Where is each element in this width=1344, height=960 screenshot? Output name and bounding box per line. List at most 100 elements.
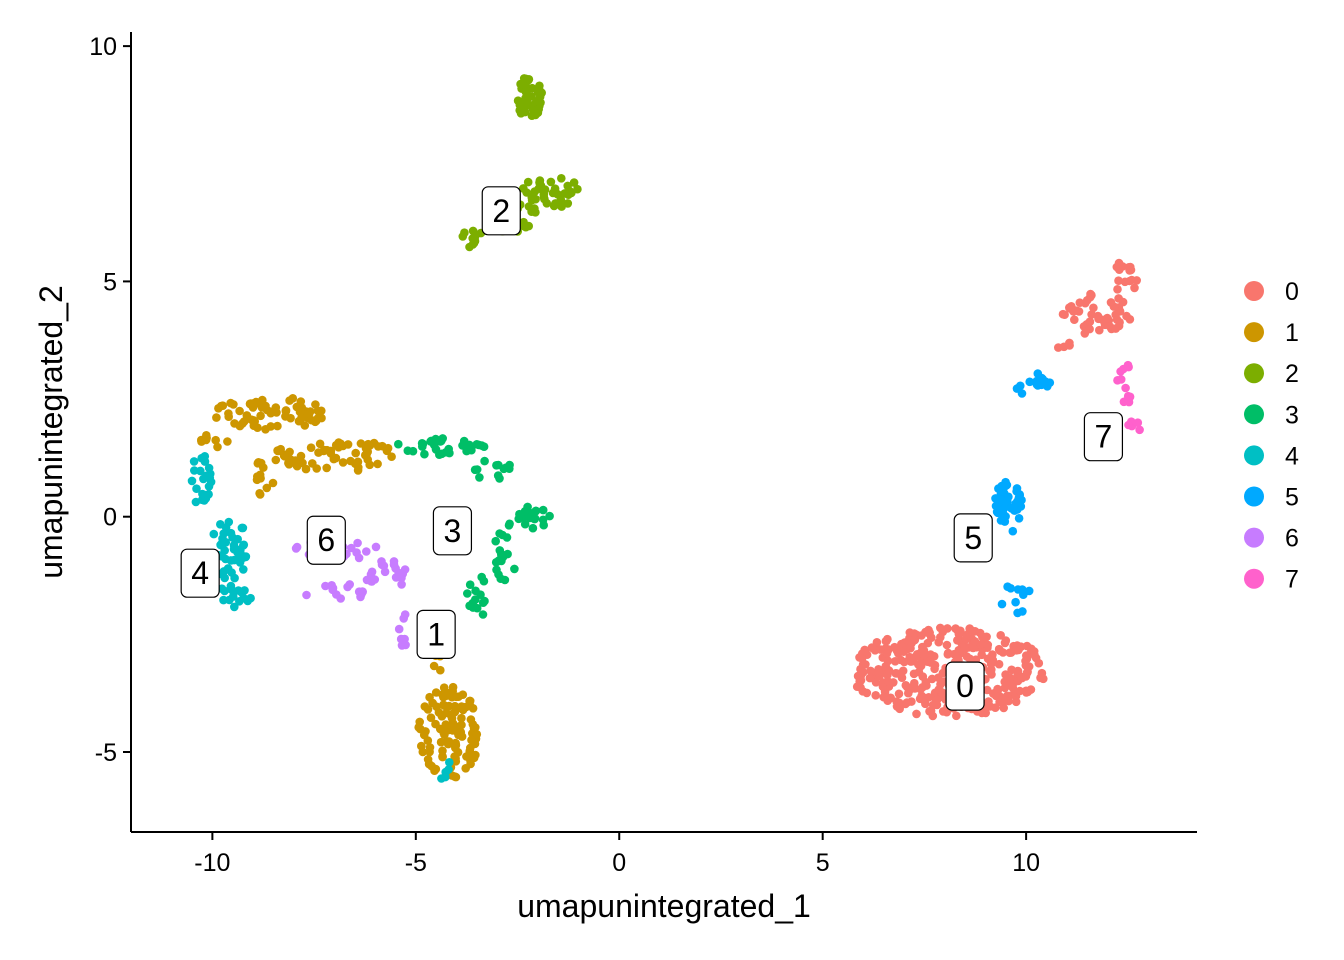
data-point-cluster-1 xyxy=(429,661,439,671)
data-point-cluster-4 xyxy=(445,758,454,767)
data-point-cluster-0 xyxy=(956,626,965,636)
cluster-label-5: 5 xyxy=(953,513,993,563)
data-point-cluster-1 xyxy=(456,727,466,737)
data-point-cluster-6 xyxy=(347,543,356,553)
data-point-cluster-1 xyxy=(296,451,306,461)
data-point-cluster-1 xyxy=(273,446,282,455)
data-point-cluster-1 xyxy=(239,417,249,426)
data-point-cluster-3 xyxy=(492,461,501,470)
data-point-cluster-1 xyxy=(338,458,348,467)
data-point-cluster-5 xyxy=(1011,499,1020,509)
legend-item-7: 7 xyxy=(1244,566,1299,594)
data-point-cluster-1 xyxy=(346,456,355,466)
data-point-cluster-0 xyxy=(1087,310,1096,319)
data-point-cluster-3 xyxy=(468,603,478,612)
data-point-cluster-1 xyxy=(214,404,223,413)
data-point-cluster-7 xyxy=(1116,367,1125,376)
data-point-cluster-0 xyxy=(994,659,1004,669)
data-point-cluster-4 xyxy=(191,497,201,507)
data-point-cluster-1 xyxy=(312,416,321,426)
data-point-cluster-3 xyxy=(494,570,503,579)
data-point-cluster-1 xyxy=(435,724,445,734)
data-point-cluster-5 xyxy=(994,484,1003,493)
data-point-cluster-4 xyxy=(227,585,237,595)
data-point-cluster-7 xyxy=(1124,420,1133,430)
data-point-cluster-4 xyxy=(196,466,205,476)
data-point-cluster-0 xyxy=(1021,656,1030,666)
x-axis-ticks: -10 -5 0 5 10 xyxy=(194,832,1040,877)
data-point-cluster-2 xyxy=(573,184,582,194)
data-point-cluster-0 xyxy=(865,673,875,683)
legend-item-5: 5 xyxy=(1244,484,1299,512)
y-tick-label: -5 xyxy=(95,739,117,767)
data-point-cluster-0 xyxy=(907,697,916,706)
data-point-cluster-0 xyxy=(883,676,892,686)
data-point-cluster-2 xyxy=(527,83,537,93)
data-point-cluster-1 xyxy=(353,466,363,475)
data-point-cluster-3 xyxy=(465,580,475,589)
data-point-cluster-4 xyxy=(204,463,214,473)
data-point-cluster-1 xyxy=(466,715,476,724)
data-point-cluster-2 xyxy=(557,174,566,183)
data-point-cluster-4 xyxy=(220,573,229,583)
data-point-cluster-0 xyxy=(921,677,931,687)
data-point-cluster-3 xyxy=(420,449,429,459)
data-point-cluster-0 xyxy=(883,634,892,644)
cluster-labels: 0 1 2 3 4 5 6 7 xyxy=(180,186,1124,711)
data-point-cluster-5 xyxy=(997,495,1006,505)
data-point-cluster-3 xyxy=(500,575,510,585)
data-point-cluster-3 xyxy=(538,505,548,515)
data-point-cluster-1 xyxy=(251,397,261,407)
data-point-cluster-0 xyxy=(985,666,994,676)
data-point-cluster-0 xyxy=(1039,674,1048,684)
data-point-cluster-6 xyxy=(391,564,400,573)
cluster-label-3: 3 xyxy=(432,506,473,556)
data-point-cluster-0 xyxy=(1060,310,1069,320)
data-point-cluster-1 xyxy=(356,439,366,448)
data-point-cluster-6 xyxy=(400,610,410,619)
x-tick-label: 0 xyxy=(612,849,626,877)
data-point-cluster-1 xyxy=(457,713,466,723)
data-point-cluster-1 xyxy=(253,423,262,433)
data-point-cluster-1 xyxy=(436,665,445,675)
data-point-cluster-0 xyxy=(1011,697,1021,707)
y-tick-label: 10 xyxy=(89,33,117,61)
data-point-cluster-3 xyxy=(478,598,488,607)
data-point-cluster-5 xyxy=(1041,377,1050,387)
data-point-cluster-2 xyxy=(535,178,544,187)
data-point-cluster-2 xyxy=(540,194,549,204)
data-point-cluster-1 xyxy=(462,752,471,761)
legend-key-dot xyxy=(1244,445,1264,466)
data-point-cluster-1 xyxy=(423,755,433,764)
data-point-cluster-3 xyxy=(531,506,541,516)
data-point-cluster-1 xyxy=(268,478,278,488)
data-point-cluster-0 xyxy=(929,652,939,661)
cluster-label-1: 1 xyxy=(416,609,456,659)
data-point-cluster-0 xyxy=(856,676,866,685)
legend-label: 0 xyxy=(1285,278,1299,306)
data-point-cluster-0 xyxy=(1001,696,1010,705)
data-point-cluster-1 xyxy=(458,690,468,699)
data-point-cluster-0 xyxy=(983,640,993,650)
x-axis-title: umapunintegrated_1 xyxy=(517,888,811,924)
data-point-cluster-0 xyxy=(1006,648,1016,657)
data-point-cluster-0 xyxy=(892,669,902,678)
data-point-cluster-6 xyxy=(371,542,381,552)
data-point-cluster-3 xyxy=(515,509,524,519)
data-point-cluster-7 xyxy=(1121,383,1130,393)
data-point-cluster-0 xyxy=(1130,283,1139,293)
data-point-cluster-1 xyxy=(224,409,233,418)
data-point-cluster-3 xyxy=(463,589,472,598)
data-point-cluster-3 xyxy=(408,446,418,456)
cluster-label-box xyxy=(180,548,220,598)
data-point-cluster-0 xyxy=(953,636,962,645)
data-point-cluster-6 xyxy=(362,547,371,556)
data-point-cluster-1 xyxy=(450,707,460,717)
data-point-cluster-2 xyxy=(458,232,468,241)
data-point-cluster-1 xyxy=(457,720,466,730)
data-point-cluster-3 xyxy=(545,511,554,521)
data-point-cluster-5 xyxy=(1011,597,1020,607)
legend-key-dot xyxy=(1244,322,1264,343)
data-point-cluster-0 xyxy=(871,678,881,687)
data-point-cluster-0 xyxy=(1125,315,1135,324)
